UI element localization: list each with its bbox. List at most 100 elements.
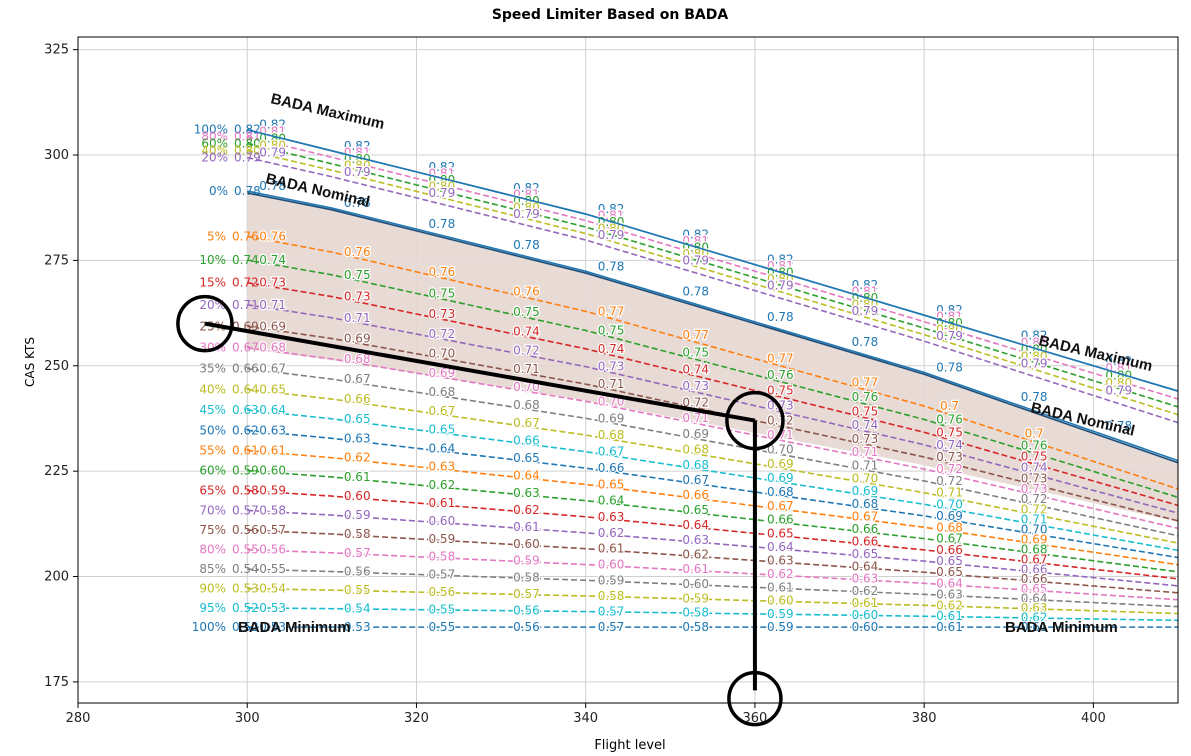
series-value-label: 0.79	[428, 186, 455, 200]
axes: 280 300 320 340 360 380 400 175 200 225 250 275 300 3…	[44, 36, 1179, 726]
series-name-label: 50%	[199, 423, 226, 437]
series-mach-label: 0.71	[232, 298, 259, 312]
highlight-circle-axis	[727, 670, 783, 727]
y-tick-label: 325	[44, 43, 69, 58]
series-value-label: 0.73	[936, 450, 963, 464]
series-value-label: 0.62	[344, 451, 371, 465]
series-line-lower	[247, 409, 1179, 552]
series-value-label: 0.67	[598, 445, 625, 459]
series-line-lower	[247, 548, 1179, 601]
series-value-label: 0.80	[513, 200, 540, 214]
series-value-label: 0.79	[259, 146, 286, 160]
series-name-label: 100%	[192, 620, 226, 634]
series-mach-label: 0.63	[232, 403, 259, 417]
series-value-label: 0.68	[682, 442, 709, 456]
series-line-upper	[247, 135, 1179, 400]
series-value-label: 0.65	[1021, 582, 1048, 596]
series-value-label: 0.75	[513, 305, 540, 319]
x-tick-label: 340	[573, 711, 598, 726]
series-value-label: 0.64	[852, 559, 879, 573]
series-value-label: 0.65	[598, 477, 625, 491]
series-value-label: 0.54	[344, 602, 371, 616]
series-value-label: 0.61	[428, 496, 455, 510]
series-value-label: 0.71	[852, 458, 879, 472]
series-value-label: 0.82	[259, 118, 286, 132]
nominal-band	[247, 192, 1178, 522]
series-name-label: 20%	[201, 151, 228, 165]
series-value-label: 0.78	[1105, 419, 1132, 433]
series-name-label: 60%	[201, 137, 228, 151]
series-value-label: 0.64	[428, 441, 455, 455]
series-value-label: 0.78	[259, 179, 286, 193]
series-value-label: 0.57	[513, 587, 540, 601]
series-value-label: 0.64	[1021, 591, 1048, 605]
series-line-upper	[247, 142, 1179, 408]
series-value-label: 0.76	[767, 368, 794, 382]
series-value-label: 0.57	[428, 567, 455, 581]
series-value-label: 0.71	[682, 411, 709, 425]
annotation-bada-minimum-right: BADA Minimum	[1005, 619, 1118, 636]
series-value-label: 0.78	[767, 310, 794, 324]
series-mach-label: 0.78	[234, 184, 261, 198]
series-value-label: 0.66	[852, 522, 879, 536]
series-value-label: 0.7	[1025, 427, 1044, 441]
series-value-label: 0.65	[259, 382, 286, 396]
series-value-label: 0.71	[259, 298, 286, 312]
series-value-label: 0.69	[1021, 533, 1048, 547]
series-line-lower	[247, 568, 1179, 608]
series-value-label: 0.67	[767, 499, 794, 513]
series-mach-label: 0.57	[232, 503, 259, 517]
series-line-lower	[247, 303, 1179, 514]
series-value-label: 0.57	[598, 605, 625, 619]
series-value-label: 0.53	[344, 620, 371, 634]
series-value-label: 0.66	[1021, 562, 1048, 576]
series-value-label: 0.61	[767, 580, 794, 594]
series-value-label: 0.71	[513, 362, 540, 376]
x-tick-label: 400	[1081, 711, 1106, 726]
y-tick-label: 200	[44, 570, 69, 585]
series-mach-label: 0.76	[232, 229, 259, 243]
series-mach-label: 0.59	[232, 464, 259, 478]
series-mach-label: 0.72	[232, 276, 259, 290]
series-value-label: 0.82	[936, 303, 963, 317]
highlight-cost-index-line	[204, 321, 756, 423]
series-value-label: 0.68	[936, 520, 963, 534]
series-line-lower	[247, 469, 1179, 573]
series-mach-label: 0.58	[232, 484, 259, 498]
series-value-label: 0.69	[767, 457, 794, 471]
series-name-label: 90%	[199, 582, 226, 596]
series-line-upper	[247, 149, 1179, 416]
series-value-label: 0.75	[682, 346, 709, 360]
series-line-upper	[247, 190, 1179, 462]
series-value-label: 0.67	[344, 372, 371, 386]
series-value-label: 0.59	[259, 484, 286, 498]
series-name-label: 40%	[201, 144, 228, 158]
series-line-lower	[247, 259, 1179, 499]
series-value-label: 0.61	[936, 620, 963, 634]
series-value-label: 0.70	[767, 443, 794, 457]
series-value-label: 0.82	[344, 139, 371, 153]
series-value-label: 0.79	[767, 279, 794, 293]
series-value-label: 0.72	[767, 414, 794, 428]
series-value-label: 0.76	[513, 285, 540, 299]
plot-frame	[77, 36, 1179, 704]
series-line-upper	[247, 156, 1179, 424]
series-line-lower	[247, 346, 1179, 530]
bada-maximum-line	[247, 128, 1179, 392]
series-value-label: 0.74	[513, 324, 540, 338]
bada-nominal-line	[247, 192, 1179, 464]
series-line-lower	[247, 509, 1179, 587]
series-value-label: 0.58	[513, 570, 540, 584]
series-value-label: 0.58	[598, 589, 625, 603]
series-value-label: 0.59	[767, 620, 794, 634]
series-value-label: 0.66	[682, 488, 709, 502]
series-value-label: 0.60	[344, 489, 371, 503]
series-value-label: 0.65	[344, 412, 371, 426]
series-mach-label: 0.80	[234, 137, 261, 151]
series-name-label: 85%	[199, 562, 226, 576]
series-value-label: 0.71	[598, 377, 625, 391]
series-value-label: 0.60	[852, 608, 879, 622]
series-value-label: 0.58	[682, 620, 709, 634]
series-value-label: 0.64	[513, 469, 540, 483]
series-value-label: 0.72	[1021, 502, 1048, 516]
